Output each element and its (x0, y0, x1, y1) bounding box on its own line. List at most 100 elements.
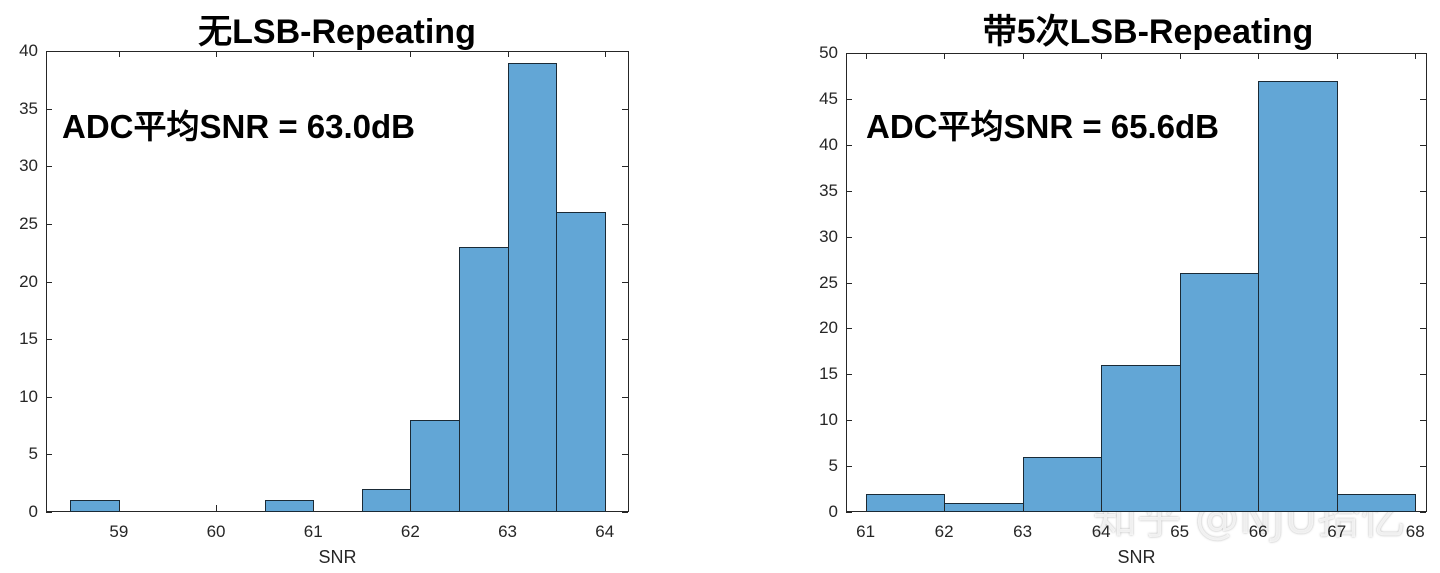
x-tick (944, 505, 946, 511)
x-tick-label: 68 (1405, 522, 1425, 541)
y-tick (846, 374, 852, 376)
x-tick (1336, 505, 1338, 511)
x-tick-label: 65 (1170, 522, 1190, 541)
y-tick-label: 15 (819, 364, 838, 384)
y-tick (846, 98, 852, 100)
y-tick-right (1420, 466, 1426, 468)
y-tick-label: 50 (819, 43, 838, 62)
y-tick-right (1420, 190, 1426, 192)
x-tick-label: 62 (400, 522, 420, 541)
y-tick-label: 5 (28, 444, 38, 464)
y-tick (46, 51, 52, 52)
snr-annotation: ADC平均SNR = 63.0dB (62, 108, 415, 145)
y-tick-right (622, 512, 628, 513)
y-tick-label: 35 (19, 98, 38, 118)
x-tick (1179, 505, 1181, 511)
y-tick-right (622, 166, 628, 168)
x-tick-top (865, 53, 867, 59)
y-tick-right (622, 454, 628, 456)
y-tick (846, 190, 852, 192)
histogram-bar (944, 502, 1024, 512)
y-tick (846, 420, 852, 422)
snr-annotation: ADC平均SNR = 65.6dB (866, 108, 1219, 145)
x-tick (1258, 505, 1260, 511)
y-tick-right (1420, 420, 1426, 422)
y-tick (846, 328, 852, 330)
y-tick-label: 25 (819, 272, 838, 292)
x-tick-label: 64 (1091, 522, 1111, 541)
y-tick-label: 10 (819, 410, 838, 430)
histogram-bar (1101, 365, 1181, 512)
y-tick-right (622, 108, 628, 110)
x-tick-label: 60 (206, 522, 226, 541)
x-tick-top (118, 51, 120, 57)
x-axis-label: SNR (318, 547, 357, 567)
y-tick-label: 25 (19, 213, 38, 233)
y-tick-label: 10 (19, 386, 38, 406)
x-tick-label: 61 (303, 522, 323, 541)
histogram-bar (458, 246, 509, 512)
y-tick-label: 45 (819, 88, 838, 108)
x-tick-label: 59 (109, 522, 129, 541)
x-tick-label: 64 (595, 522, 615, 541)
histogram-bar (865, 493, 946, 512)
y-tick-right (1420, 98, 1426, 100)
histogram-bar (1179, 273, 1260, 512)
y-tick-label: 40 (819, 134, 838, 154)
y-tick-label: 40 (19, 41, 38, 60)
y-tick (46, 281, 52, 283)
y-tick (846, 144, 852, 146)
x-tick-label: 62 (934, 522, 954, 541)
x-tick-top (1022, 53, 1024, 59)
y-tick-label: 0 (28, 502, 38, 521)
x-tick (507, 505, 509, 511)
y-tick-label: 5 (828, 456, 838, 476)
y-tick-right (1420, 236, 1426, 238)
y-tick (46, 339, 52, 341)
histogram-bar (556, 212, 606, 512)
y-tick-right (622, 281, 628, 283)
x-tick-label: 66 (1248, 522, 1268, 541)
histogram-bar (1258, 80, 1338, 512)
x-tick (410, 505, 412, 511)
x-tick-label: 63 (1013, 522, 1033, 541)
y-tick (846, 466, 852, 468)
histogram-bar (70, 500, 120, 512)
x-tick-top (507, 51, 509, 57)
y-tick-right (622, 396, 628, 398)
y-tick (46, 108, 52, 110)
y-tick-label: 20 (819, 318, 838, 338)
y-tick (46, 166, 52, 168)
y-tick-label: 30 (819, 226, 838, 246)
y-tick (46, 396, 52, 398)
x-tick (1022, 505, 1024, 511)
y-tick-right (1420, 374, 1426, 376)
x-tick (216, 505, 218, 511)
histogram-bar (410, 419, 460, 512)
y-tick (846, 53, 852, 54)
y-tick-label: 0 (828, 502, 838, 521)
histogram-bar (361, 488, 412, 512)
y-tick-right (1420, 328, 1426, 330)
histogram-bar (1022, 456, 1103, 512)
x-tick-top (216, 51, 218, 57)
y-tick (46, 454, 52, 456)
x-tick-top (1336, 53, 1338, 59)
y-tick (846, 282, 852, 284)
y-tick-right (622, 51, 628, 52)
x-tick-label: 61 (856, 522, 876, 541)
x-tick-top (604, 51, 606, 57)
histogram-bar (507, 62, 558, 512)
y-tick-label: 15 (19, 329, 38, 349)
x-tick (604, 505, 606, 511)
x-axis-label: SNR (1117, 547, 1156, 567)
histogram-bar (264, 500, 315, 512)
plot-area (846, 53, 1427, 512)
y-tick-label: 30 (19, 156, 38, 176)
x-tick-top (1258, 53, 1260, 59)
y-tick-right (1420, 144, 1426, 146)
y-tick (46, 512, 52, 513)
chart-title: 带5次LSB-Repeating (982, 13, 1314, 51)
y-tick-right (622, 223, 628, 225)
x-tick (1101, 505, 1103, 511)
